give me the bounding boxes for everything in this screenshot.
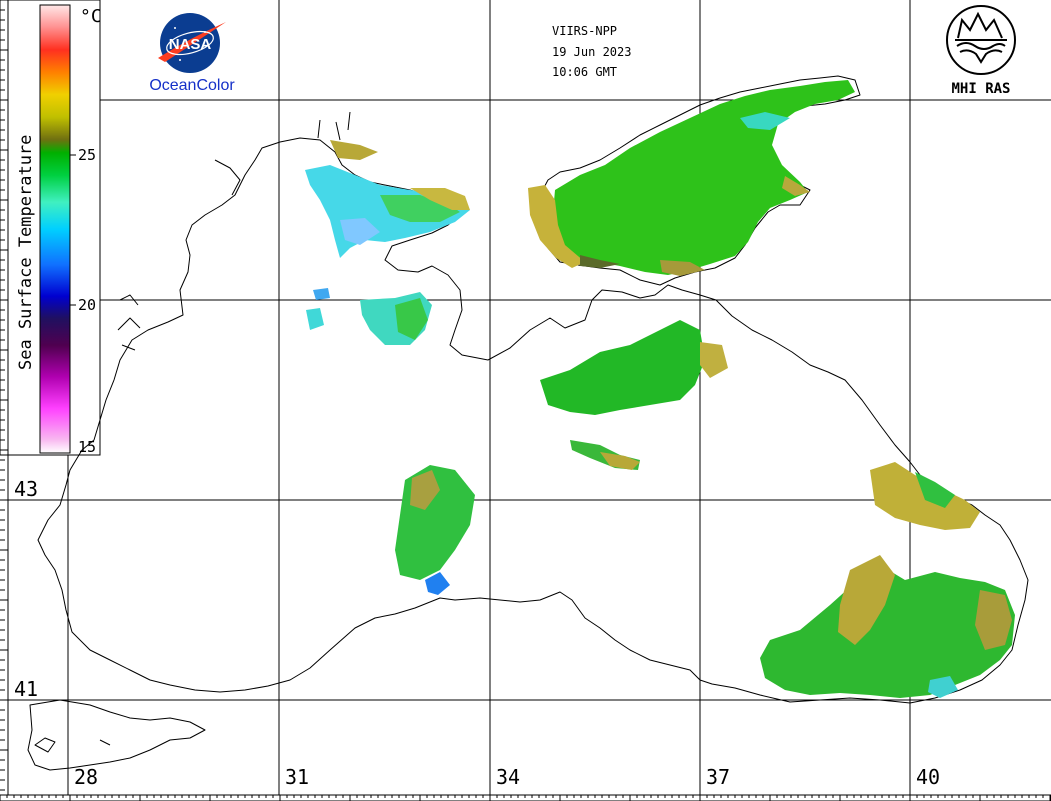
sst-patch-azov-dark bbox=[580, 255, 620, 268]
colorbar-gradient bbox=[39, 4, 71, 454]
sst-patch-azov bbox=[552, 80, 855, 275]
sst-patch-azov-warm-east bbox=[782, 176, 810, 196]
header-time: 10:06 GMT bbox=[552, 65, 617, 79]
sst-patch-central-warm bbox=[700, 342, 728, 378]
sst-patch-small-cyan-1 bbox=[306, 308, 324, 330]
nasa-logo: NASA OceanColor bbox=[149, 13, 235, 94]
colorbar-tick-15: 15 bbox=[78, 438, 96, 456]
nasa-orbit-icon bbox=[166, 30, 214, 56]
coastline-detail-sw bbox=[34, 737, 111, 753]
lon-label-37: 37 bbox=[706, 765, 730, 789]
lat-label-43: 43 bbox=[14, 477, 38, 501]
lat-labels: 43 41 bbox=[14, 477, 38, 701]
sst-imagery bbox=[305, 80, 1015, 698]
colorbar-tick-20: 20 bbox=[78, 296, 96, 314]
sst-patch-southeast-warm-1 bbox=[838, 555, 895, 645]
header-satellite: VIIRS-NPP bbox=[552, 24, 617, 38]
lon-label-34: 34 bbox=[496, 765, 520, 789]
lon-label-40: 40 bbox=[916, 765, 940, 789]
colorbar-tick-25: 25 bbox=[78, 146, 96, 164]
sst-patch-nw-warm-top bbox=[330, 140, 378, 160]
nasa-swoosh-icon bbox=[158, 22, 226, 62]
header-date: 19 Jun 2023 bbox=[552, 45, 631, 59]
sst-patch-azov-warm-kerch bbox=[660, 260, 705, 276]
colorbar-unit: °C bbox=[80, 6, 102, 27]
sst-patch-west-column-blue bbox=[425, 572, 450, 595]
lat-label-41: 41 bbox=[14, 677, 38, 701]
sst-patch-small-blue-1 bbox=[313, 288, 330, 300]
mhi-text: MHI RAS bbox=[951, 81, 1010, 97]
lon-label-31: 31 bbox=[285, 765, 309, 789]
lon-labels: 28 31 34 37 40 bbox=[74, 765, 940, 789]
sst-patch-azov-warm-west bbox=[528, 185, 585, 268]
sst-patch-nw-blue bbox=[340, 218, 380, 245]
mhi-logo: MHI RAS bbox=[946, 5, 1016, 97]
nasa-text: NASA bbox=[169, 36, 212, 53]
sst-patch-azov-cool bbox=[740, 112, 790, 130]
oceancolor-text: OceanColor bbox=[149, 77, 235, 94]
lon-label-28: 28 bbox=[74, 765, 98, 789]
lon-ruler bbox=[0, 794, 1051, 801]
colorbar: °C 25 20 15 Sea Surface Temperature bbox=[0, 0, 102, 456]
colorbar-frame bbox=[0, 0, 101, 456]
sst-patch-southeast-warm-2 bbox=[975, 590, 1012, 650]
sst-patch-east-green bbox=[915, 472, 955, 508]
sst-patch-southeast-cyan bbox=[928, 676, 958, 698]
sst-patch-nw-shelf-warm bbox=[410, 188, 470, 210]
header: VIIRS-NPP 19 Jun 2023 10:06 GMT bbox=[552, 24, 631, 79]
colorbar-title: Sea Surface Temperature bbox=[16, 135, 36, 370]
coastline-marmara bbox=[27, 699, 206, 771]
lat-ruler bbox=[0, 0, 9, 795]
sst-patch-crimea-west-green bbox=[395, 298, 428, 340]
sst-patch-central bbox=[540, 320, 705, 415]
sst-patch-central-south-warm bbox=[600, 452, 640, 470]
sst-patch-southeast bbox=[760, 565, 1015, 698]
sst-patch-west-column-warm bbox=[410, 470, 440, 510]
coastline-detail-west bbox=[117, 294, 141, 351]
coastline-detail-nw bbox=[214, 111, 351, 196]
